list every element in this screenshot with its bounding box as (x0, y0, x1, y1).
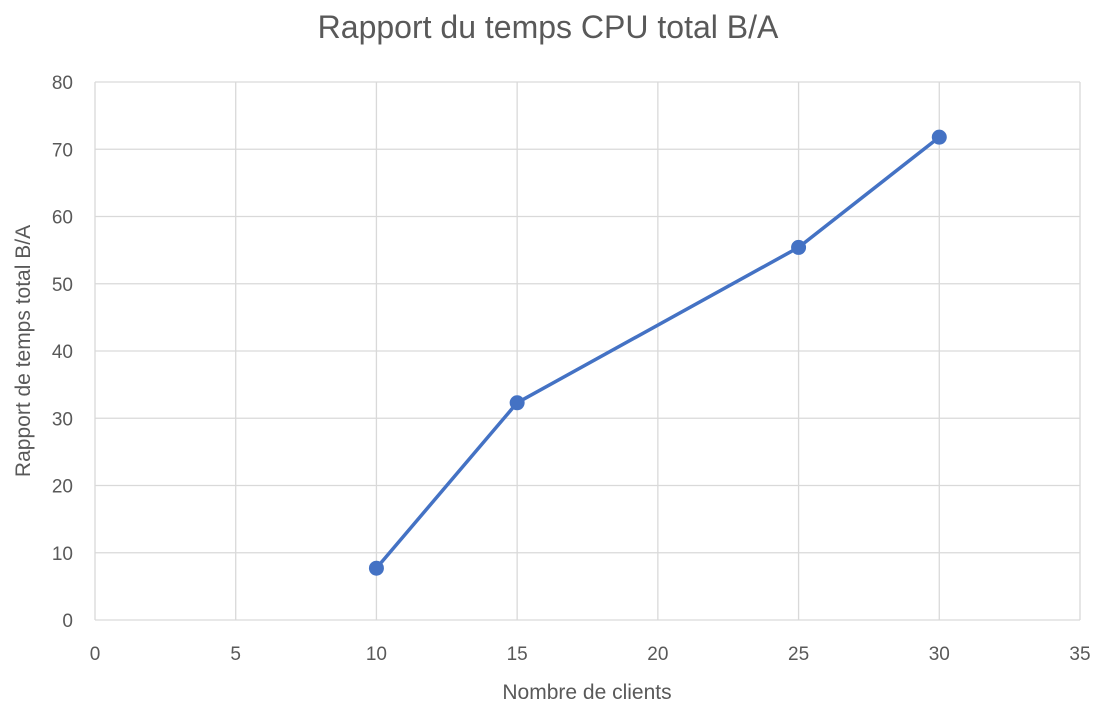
y-tick-label: 70 (52, 140, 73, 161)
data-point-marker (791, 239, 807, 255)
y-axis-title: Rapport de temps total B/A (12, 225, 35, 477)
data-point-marker (509, 395, 525, 411)
y-tick-label: 0 (62, 611, 73, 632)
x-tick-label: 20 (647, 644, 668, 665)
data-point-marker (931, 129, 947, 145)
y-tick-label: 40 (52, 342, 73, 363)
x-axis-title: Nombre de clients (502, 681, 671, 704)
y-tick-label: 60 (52, 208, 73, 229)
y-tick-label: 50 (52, 275, 73, 296)
tick-labels: 0 10 20 30 40 50 60 70 80 0 5 10 15 20 25 30 35 (52, 73, 1091, 665)
y-tick-label: 10 (52, 544, 73, 565)
x-tick-label: 5 (230, 644, 241, 665)
chart-title: Rapport du temps CPU total B/A (318, 9, 779, 45)
y-tick-label: 20 (52, 477, 73, 498)
x-tick-label: 35 (1069, 644, 1090, 665)
x-tick-label: 15 (507, 644, 528, 665)
series-line (374, 135, 942, 570)
grid (94, 81, 1081, 621)
data-point-marker (368, 560, 384, 576)
x-tick-label: 0 (90, 644, 101, 665)
series-layer (368, 129, 947, 576)
y-tick-label: 30 (52, 409, 73, 430)
x-tick-label: 10 (366, 644, 387, 665)
x-tick-label: 25 (788, 644, 809, 665)
y-tick-label: 80 (52, 73, 73, 94)
x-tick-label: 30 (929, 644, 950, 665)
